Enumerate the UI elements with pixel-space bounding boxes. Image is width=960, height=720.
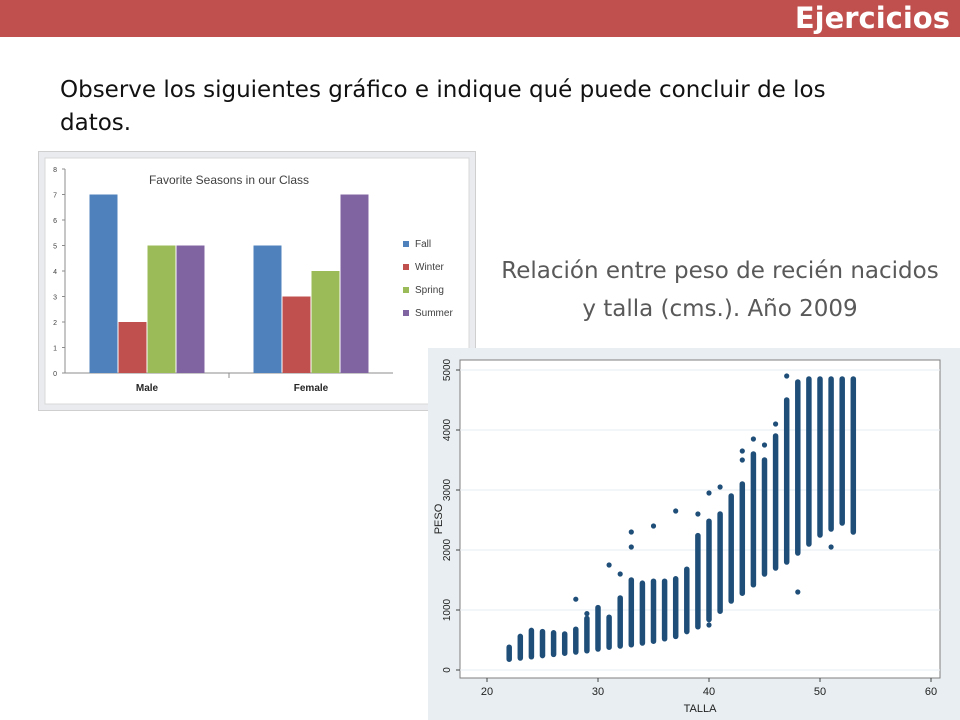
outlier-point: [573, 596, 579, 602]
y-tick-label: 5: [53, 244, 57, 251]
exercise-prompt: Observe los siguientes gráfico e indique…: [60, 77, 826, 136]
bar-female-fall: [253, 245, 282, 373]
outlier-point: [606, 562, 612, 568]
y-tick-label: 7: [53, 193, 57, 200]
x-axis-label: TALLA: [684, 703, 717, 715]
bar-chart: Favorite Seasons in our Class 0 1 2 3 4 5 6 7 8 Ma…: [44, 157, 470, 405]
header-banner: Ejercicios: [0, 0, 960, 37]
bar-male-winter: [118, 322, 147, 373]
outlier-point: [828, 544, 834, 550]
legend-label-spring: Spring: [415, 285, 444, 296]
y-tick-label: 3: [53, 295, 57, 302]
scatter-chart: 0 1000 2000 3000 4000 5000 20 30 40 50 60 TALLA PESO: [433, 358, 941, 715]
legend-label-winter: Winter: [415, 262, 445, 273]
y-tick-label: 2000: [442, 538, 453, 561]
legend-label-summer: Summer: [415, 308, 453, 319]
scatter-caption: Relación entre peso de recién nacidos y …: [501, 258, 939, 322]
x-tick-label: 50: [814, 686, 826, 698]
outlier-point: [784, 373, 790, 379]
bar-female-summer: [340, 194, 369, 373]
bar-male-fall: [89, 194, 118, 373]
outlier-point: [628, 544, 634, 550]
y-tick-label: 4000: [442, 418, 453, 441]
x-tick-label: 60: [925, 686, 937, 698]
outlier-point: [695, 511, 701, 517]
legend-swatch-summer: [403, 310, 409, 316]
y-tick-label: 4: [53, 269, 57, 276]
y-tick-label: 3000: [442, 478, 453, 501]
outlier-point: [584, 611, 590, 617]
legend-swatch-spring: [403, 287, 409, 293]
x-tick-label: 20: [481, 686, 493, 698]
outlier-point: [706, 622, 712, 628]
y-tick-label: 0: [53, 371, 57, 378]
x-category-label: Female: [294, 383, 329, 394]
outlier-point: [706, 490, 712, 496]
outlier-point: [773, 421, 779, 427]
y-tick-label: 6: [53, 218, 57, 225]
bar-male-spring: [147, 245, 176, 373]
chart-title: Favorite Seasons in our Class: [149, 173, 309, 187]
outlier-point: [628, 529, 634, 535]
outlier-point: [617, 571, 623, 577]
y-axis-label: PESO: [433, 503, 445, 534]
outlier-point: [717, 484, 723, 490]
bar-male-summer: [176, 245, 205, 373]
x-category-label: Male: [136, 383, 159, 394]
y-tick-label: 1000: [442, 598, 453, 621]
bar-female-spring: [311, 271, 340, 373]
outlier-point: [739, 448, 745, 454]
outlier-point: [639, 580, 645, 586]
y-tick-label: 5000: [442, 358, 453, 381]
outlier-point: [761, 442, 768, 448]
x-tick-label: 30: [592, 686, 604, 698]
bar-chart-image: Favorite Seasons in our Class 0 1 2 3 4 5 6 7 8 Ma…: [38, 151, 476, 411]
bar-female-winter: [282, 296, 311, 373]
legend-swatch-fall: [403, 241, 409, 247]
legend-swatch-winter: [403, 264, 409, 270]
y-tick-label: 2: [53, 320, 57, 327]
x-tick-label: 40: [703, 686, 715, 698]
slide-title: Ejercicios: [794, 1, 950, 35]
scatter-chart-image: 0 1000 2000 3000 4000 5000 20 30 40 50 60 TALLA PESO: [428, 348, 960, 720]
legend-label-fall: Fall: [415, 239, 431, 250]
outlier-point: [795, 589, 801, 595]
outlier-point: [650, 523, 657, 529]
outlier-point: [750, 436, 756, 442]
outlier-point: [673, 508, 679, 514]
outlier-point: [739, 457, 745, 463]
y-tick-label: 8: [53, 167, 57, 174]
y-tick-label: 1: [53, 346, 57, 353]
y-tick-label: 0: [442, 667, 453, 673]
